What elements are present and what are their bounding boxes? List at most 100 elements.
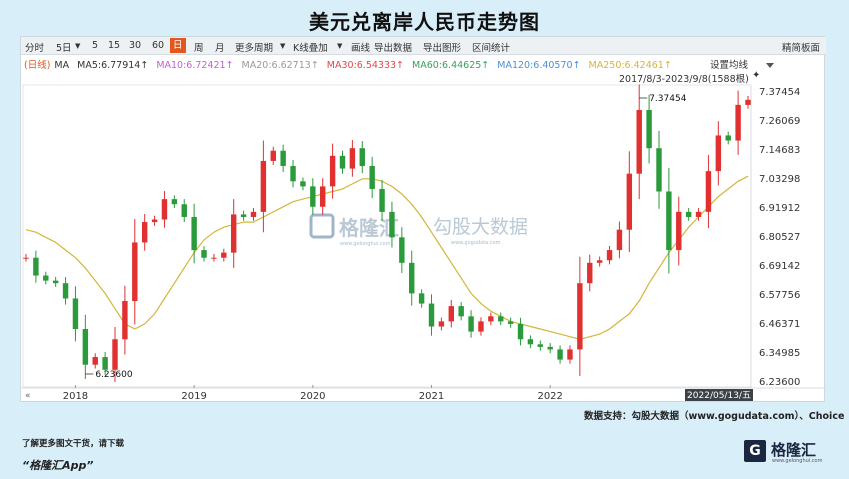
watermark-data: 勾股大数据 <box>433 216 528 238</box>
candle-body <box>329 155 336 187</box>
logo-mark: G <box>744 440 766 462</box>
candle-body <box>82 329 89 365</box>
tool-export-data[interactable]: 导出数据 <box>374 43 413 54</box>
y-tick-label: 6.57756 <box>759 290 800 301</box>
candle-body <box>636 109 642 174</box>
tool-compact-view[interactable]: 精简板面 <box>781 43 820 54</box>
candle-body <box>567 349 573 360</box>
candle-body <box>507 321 514 324</box>
ma-legend-item: MA5:6.77914↑ <box>77 60 149 71</box>
date-range-label: 2017/8/3-2023/9/8(1588根) <box>619 74 749 85</box>
candle-body <box>656 148 662 192</box>
series-ma250 <box>25 175 749 340</box>
candle-body <box>43 275 49 281</box>
candle-body <box>587 262 593 284</box>
app-name: “格隆汇App” <box>22 459 94 472</box>
y-tick-label: 6.91912 <box>759 203 800 214</box>
candle-body <box>745 99 751 105</box>
chart-toolbar: 分时 5日 ▼ 5 15 30 60 日 周 月 更多周期 ▼ K线叠加 ▼ 画… <box>21 37 826 55</box>
ma-legend-item: MA60:6.44625↑ <box>412 60 490 71</box>
y-tick-label: 6.80527 <box>759 232 800 243</box>
watermark-data-url: www.gogudata.com <box>451 240 501 246</box>
chart-title: 美元兑离岸人民币走势图 <box>309 10 540 34</box>
chevron-down-icon[interactable]: ▼ <box>75 42 81 50</box>
ma-legend-item: MA20:6.62713↑ <box>241 60 319 71</box>
candle-body <box>676 211 682 251</box>
crosshair-date-label: 2022/05/13/五 <box>687 391 751 401</box>
x-tick-label: 2021 <box>419 391 444 402</box>
candle-body <box>725 135 731 141</box>
candle-body <box>221 252 227 258</box>
ma-legend-item: MA120:6.40570↑ <box>497 60 581 71</box>
candle-body <box>310 186 316 207</box>
tool-range-stats[interactable]: 区间统计 <box>472 43 511 54</box>
candle-body <box>438 321 445 327</box>
candle-body <box>141 222 148 243</box>
ma-legend-item: MA30:6.54333↑ <box>326 60 405 71</box>
candle-body <box>290 166 296 182</box>
candle-body <box>606 250 613 261</box>
ma-legend: (日线) MA MA5:6.77914↑ MA10:6.72421↑ MA20:6.62… <box>24 57 680 71</box>
candle-body <box>240 214 247 217</box>
chevron-down-icon[interactable]: ▼ <box>280 42 286 50</box>
candle-body <box>191 216 197 251</box>
candle-body <box>705 171 712 212</box>
tool-weekly[interactable]: 周 <box>194 43 204 54</box>
ma-settings-dropdown[interactable]: 设置均线 <box>710 57 775 71</box>
ma-settings-label: 设置均线 <box>710 60 749 71</box>
candle-body <box>458 306 464 317</box>
tool-export-graph[interactable]: 导出图形 <box>423 43 462 54</box>
chevron-down-icon[interactable]: ▼ <box>337 42 343 50</box>
candle-body <box>92 357 98 365</box>
watermark-mark <box>309 213 335 239</box>
pin-icon[interactable]: ✦ <box>752 70 761 81</box>
y-tick-label: 7.37454 <box>759 87 800 98</box>
candle-body <box>577 283 583 350</box>
candle-body <box>102 357 108 370</box>
candle-body <box>72 298 79 330</box>
caret-down-icon <box>766 63 775 68</box>
tool-5day[interactable]: 5日 <box>56 43 72 54</box>
candle-body <box>300 181 306 187</box>
tool-60min[interactable]: 60 <box>152 40 165 51</box>
candle-body <box>122 301 128 340</box>
candle-body <box>161 199 168 220</box>
data-source: 数据支持：勾股大数据（www.gogudata.com）、Choice <box>584 411 845 422</box>
candle-body <box>112 339 118 370</box>
tool-intraday[interactable]: 分时 <box>25 43 45 54</box>
candle-body <box>62 283 69 299</box>
y-tick-label: 6.34985 <box>759 348 800 359</box>
logo-name: 格隆汇 <box>771 441 817 459</box>
candle-body <box>448 306 454 322</box>
candle-body <box>320 186 326 207</box>
candle-body <box>369 166 375 189</box>
annotation-label: 6.23600 <box>95 370 132 380</box>
candle-body <box>359 148 365 167</box>
y-tick-label: 7.03298 <box>759 174 800 185</box>
candle-body <box>517 323 524 340</box>
candle-body <box>23 257 29 259</box>
x-tick-label: 2022 <box>537 391 562 402</box>
candle-body <box>547 346 553 350</box>
tool-30min[interactable]: 30 <box>129 40 142 51</box>
ma-legend-item: MA10:6.72421↑ <box>156 60 234 71</box>
candle-body <box>695 211 702 217</box>
candle-body <box>132 242 138 302</box>
x-tick-label: 2019 <box>181 391 206 402</box>
tool-kline-overlay[interactable]: K线叠加 <box>293 43 328 54</box>
candle-body <box>537 344 544 347</box>
tool-monthly[interactable]: 月 <box>215 43 225 54</box>
candle-body <box>715 135 722 172</box>
tool-daily[interactable]: 日 <box>170 38 186 53</box>
tool-15min[interactable]: 15 <box>108 40 121 51</box>
tool-draw-line[interactable]: 画线 <box>351 43 371 54</box>
y-tick-label: 7.26069 <box>759 116 800 127</box>
tool-5min[interactable]: 5 <box>92 40 99 51</box>
annotation-label: 7.37454 <box>649 94 686 104</box>
candle-body <box>527 339 534 345</box>
tool-more-periods[interactable]: 更多周期 <box>235 43 274 54</box>
candle-body <box>488 316 494 322</box>
candle-body <box>498 316 504 322</box>
candle-body <box>646 109 652 149</box>
